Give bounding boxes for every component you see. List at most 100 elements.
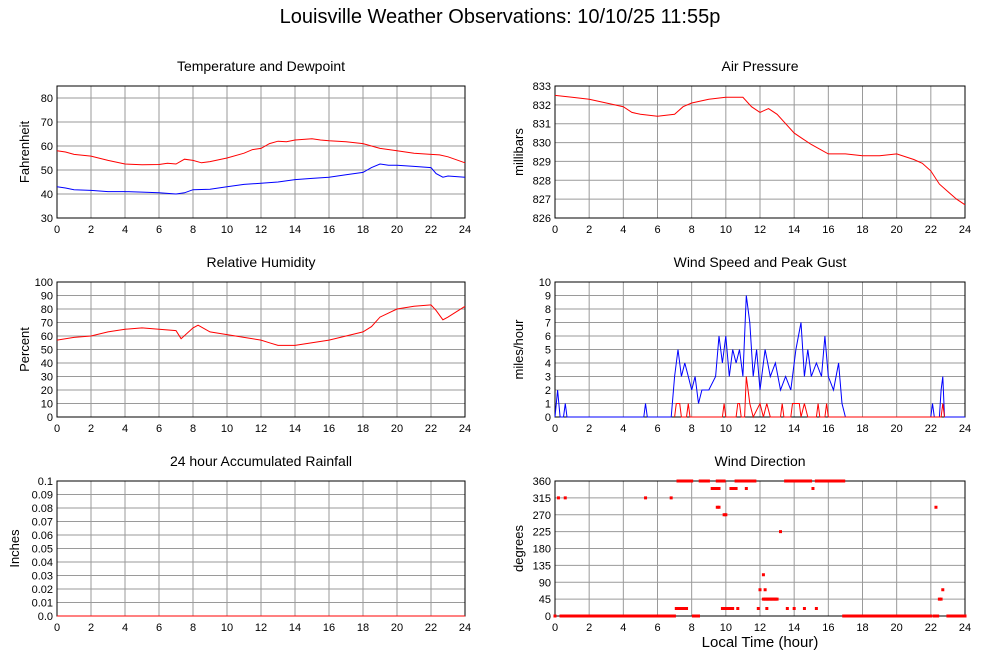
x-tick-label: 0 (552, 622, 558, 634)
x-tick-label: 8 (190, 423, 196, 435)
y-axis-label: millibars (511, 128, 526, 176)
data-point (739, 479, 743, 483)
data-point (715, 505, 719, 509)
y-tick-label: 7 (545, 318, 551, 330)
x-tick-label: 8 (190, 622, 196, 634)
data-point (907, 614, 911, 618)
data-point (722, 607, 726, 610)
x-tick-label: 6 (156, 622, 162, 634)
data-point (881, 614, 885, 618)
data-point (738, 479, 741, 483)
y-tick-label: 3 (545, 372, 551, 384)
data-point (715, 487, 719, 490)
x-tick-label: 2 (88, 224, 94, 236)
x-tick-label: 22 (425, 622, 437, 634)
x-tick-label: 16 (822, 224, 834, 236)
data-point (792, 607, 796, 610)
x-tick-label: 2 (586, 423, 592, 435)
data-point (934, 614, 938, 618)
data-point (861, 614, 864, 618)
y-tick-label: 827 (533, 194, 551, 206)
data-point (683, 607, 687, 610)
y-tick-label: 135 (533, 560, 551, 572)
x-tick-label: 10 (720, 622, 732, 634)
x-tick-label: 24 (959, 622, 971, 634)
data-point (729, 607, 733, 610)
data-point (748, 479, 752, 483)
data-point (903, 614, 907, 618)
y-tick-label: 0.05 (32, 544, 53, 556)
data-point (855, 614, 859, 618)
x-tick-label: 24 (459, 622, 471, 634)
data-point (734, 479, 738, 483)
data-point (925, 614, 929, 618)
x-tick-label: 0 (552, 423, 558, 435)
y-tick-label: 0.02 (32, 584, 53, 596)
x-tick-label: 6 (156, 423, 162, 435)
x-tick-label: 10 (221, 622, 233, 634)
y-tick-label: 0.1 (38, 476, 53, 488)
chart-title: Temperature and Dewpoint (177, 58, 345, 74)
data-point (876, 614, 880, 618)
x-tick-label: 0 (54, 622, 60, 634)
data-point (775, 597, 779, 601)
x-tick-label: 24 (459, 224, 471, 236)
data-point (676, 607, 680, 610)
data-point (809, 479, 813, 483)
data-point (864, 614, 868, 618)
x-tick-label: 18 (357, 622, 369, 634)
x-tick-label: 24 (459, 423, 471, 435)
x-tick-label: 2 (88, 622, 94, 634)
chart-title: Air Pressure (721, 58, 798, 74)
y-axis-label: Percent (17, 327, 32, 372)
x-tick-label: 22 (425, 224, 437, 236)
data-point (891, 614, 895, 618)
y-tick-label: 832 (533, 100, 551, 112)
y-tick-label: 315 (533, 493, 551, 505)
data-point (729, 487, 733, 490)
data-point (784, 479, 788, 483)
data-point (895, 614, 899, 618)
data-point (744, 479, 748, 483)
data-point (672, 614, 676, 618)
y-tick-label: 50 (41, 165, 53, 177)
data-point (724, 513, 728, 517)
data-point (920, 614, 924, 618)
data-point (917, 614, 921, 618)
data-point (674, 607, 678, 610)
data-point (954, 614, 958, 618)
data-point (679, 607, 683, 610)
x-tick-label: 6 (654, 224, 660, 236)
data-point (941, 588, 945, 592)
data-point (763, 588, 767, 592)
plot-frame (554, 281, 966, 418)
data-point (734, 487, 738, 490)
y-tick-label: 1 (545, 399, 551, 411)
x-tick-label: 22 (925, 622, 937, 634)
data-point (913, 614, 917, 618)
y-tick-label: 0.04 (32, 557, 53, 569)
data-point (927, 614, 931, 618)
data-point (951, 614, 955, 618)
y-tick-label: 360 (533, 476, 551, 488)
x-tick-label: 16 (323, 622, 335, 634)
data-point (890, 614, 894, 618)
data-point (898, 614, 902, 618)
y-tick-label: 828 (533, 175, 551, 187)
y-tick-label: 6 (545, 331, 551, 343)
y-tick-label: 10 (41, 399, 53, 411)
x-tick-label: 4 (620, 423, 626, 435)
x-tick-label: 12 (255, 224, 267, 236)
data-point (924, 614, 928, 618)
y-tick-label: 5 (545, 345, 551, 357)
data-point (915, 614, 919, 618)
y-axis-label: Inches (7, 529, 22, 568)
data-point (845, 614, 849, 618)
data-point (714, 487, 718, 490)
y-tick-label: 0.07 (32, 517, 53, 529)
data-point (886, 614, 890, 618)
data-point (811, 487, 815, 490)
data-point (744, 487, 748, 490)
y-tick-label: 270 (533, 510, 551, 522)
